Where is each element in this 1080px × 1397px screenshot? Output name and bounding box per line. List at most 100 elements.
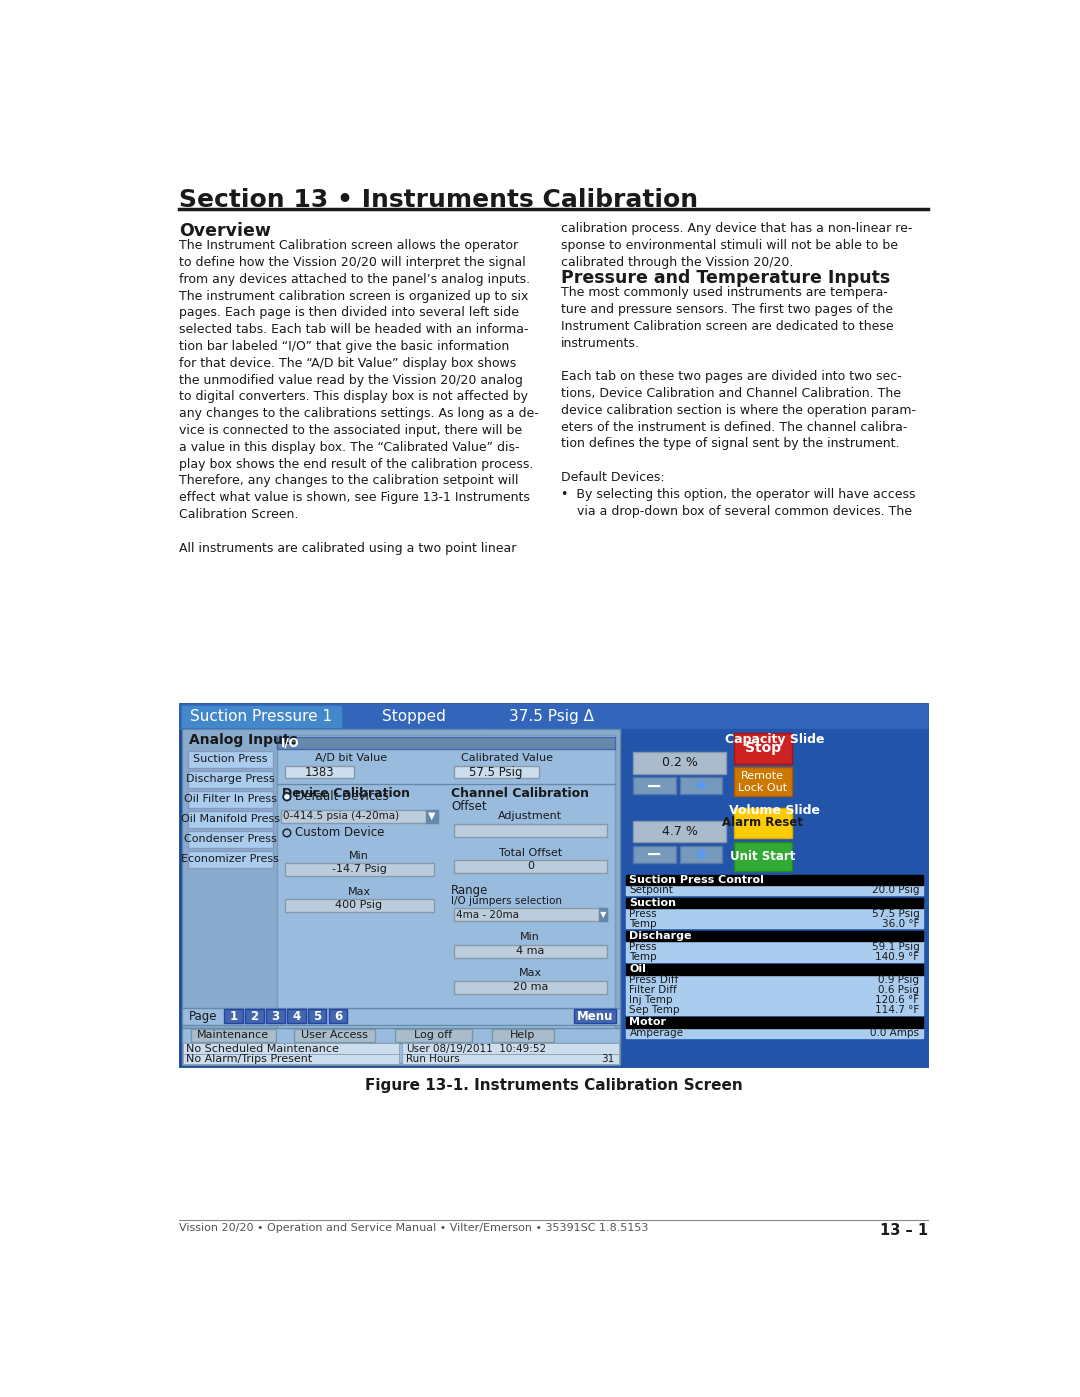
Bar bbox=[679, 778, 723, 795]
Text: Press: Press bbox=[630, 942, 657, 951]
Bar bbox=[625, 930, 923, 942]
Bar bbox=[266, 1009, 284, 1023]
Bar bbox=[573, 1009, 617, 1023]
Bar bbox=[276, 735, 615, 1063]
Text: Suction: Suction bbox=[630, 898, 676, 908]
Bar bbox=[454, 981, 607, 993]
Text: Min: Min bbox=[521, 932, 540, 942]
Bar bbox=[491, 1030, 554, 1042]
Text: Filter Diff: Filter Diff bbox=[630, 985, 677, 995]
Text: Channel Calibration: Channel Calibration bbox=[451, 787, 590, 799]
Text: ▼: ▼ bbox=[599, 909, 606, 919]
Bar bbox=[625, 1004, 923, 1014]
Text: Volume Slide: Volume Slide bbox=[729, 803, 820, 817]
Text: No Scheduled Maintenance: No Scheduled Maintenance bbox=[186, 1044, 339, 1053]
Bar bbox=[487, 705, 616, 728]
Bar bbox=[454, 824, 607, 837]
Bar bbox=[625, 1017, 923, 1028]
Text: Stop: Stop bbox=[745, 742, 781, 756]
Text: Maintenance: Maintenance bbox=[198, 1031, 270, 1041]
Bar bbox=[346, 705, 482, 728]
Text: Press Diff: Press Diff bbox=[630, 975, 679, 985]
Text: Stopped: Stopped bbox=[382, 710, 446, 724]
Text: Oil Manifold Press: Oil Manifold Press bbox=[180, 814, 280, 824]
Text: -14.7 Psig: -14.7 Psig bbox=[332, 865, 387, 875]
Bar bbox=[625, 1028, 923, 1038]
Text: Total Offset: Total Offset bbox=[499, 848, 562, 858]
Text: 400 Psig: 400 Psig bbox=[336, 900, 382, 911]
Bar bbox=[625, 951, 923, 961]
Bar bbox=[734, 807, 793, 838]
Bar bbox=[191, 1030, 276, 1042]
Text: User: User bbox=[406, 1044, 430, 1053]
Text: Capacity Slide: Capacity Slide bbox=[725, 733, 824, 746]
Text: Run Hours: Run Hours bbox=[406, 1055, 460, 1065]
Text: 2: 2 bbox=[251, 1010, 258, 1023]
Text: 57.5 Psig: 57.5 Psig bbox=[470, 766, 523, 778]
Text: No Alarm/Trips Present: No Alarm/Trips Present bbox=[186, 1055, 312, 1065]
Bar bbox=[633, 752, 727, 774]
Bar bbox=[454, 861, 607, 873]
Text: +: + bbox=[692, 777, 708, 795]
Text: The most commonly used instruments are tempera-
ture and pressure sensors. The f: The most commonly used instruments are t… bbox=[562, 286, 916, 518]
Text: 6: 6 bbox=[334, 1010, 342, 1023]
Bar bbox=[734, 733, 793, 764]
Text: −: − bbox=[646, 777, 662, 795]
Text: The Instrument Calibration screen allows the operator
to define how the Vission : The Instrument Calibration screen allows… bbox=[179, 239, 539, 555]
Bar bbox=[454, 944, 607, 958]
Circle shape bbox=[283, 828, 291, 837]
Bar bbox=[188, 831, 273, 848]
Text: Vission 20/20 • Operation and Service Manual • Vilter/Emerson • 35391SC 1.8.5153: Vission 20/20 • Operation and Service Ma… bbox=[179, 1224, 649, 1234]
Text: 13 – 1: 13 – 1 bbox=[880, 1224, 928, 1238]
Text: Suction Press Control: Suction Press Control bbox=[630, 875, 765, 884]
Bar bbox=[625, 964, 923, 975]
Text: Calibrated Value: Calibrated Value bbox=[460, 753, 553, 763]
Bar bbox=[633, 778, 676, 795]
Circle shape bbox=[283, 793, 291, 800]
Bar bbox=[633, 847, 676, 863]
Bar bbox=[625, 886, 923, 894]
Text: Oil Filter In Press: Oil Filter In Press bbox=[184, 793, 276, 805]
Bar bbox=[183, 1044, 400, 1053]
Text: Discharge Press: Discharge Press bbox=[186, 774, 274, 784]
Bar bbox=[734, 842, 793, 870]
Bar bbox=[625, 985, 923, 995]
Text: Menu: Menu bbox=[577, 1010, 612, 1023]
Text: Amperage: Amperage bbox=[630, 1028, 684, 1038]
Bar bbox=[328, 1009, 348, 1023]
Text: Pressure and Temperature Inputs: Pressure and Temperature Inputs bbox=[562, 268, 891, 286]
Text: 20 ma: 20 ma bbox=[513, 982, 548, 992]
Bar bbox=[284, 863, 434, 876]
Bar bbox=[454, 908, 607, 922]
Bar bbox=[188, 851, 273, 869]
Text: 120.6 °F: 120.6 °F bbox=[875, 995, 919, 1004]
Bar bbox=[454, 766, 539, 778]
Bar bbox=[625, 918, 923, 929]
Bar bbox=[188, 771, 273, 788]
Text: 4 ma: 4 ma bbox=[516, 946, 544, 956]
Text: 0-414.5 psia (4-20ma): 0-414.5 psia (4-20ma) bbox=[283, 812, 400, 821]
Bar bbox=[284, 900, 434, 912]
Bar bbox=[679, 847, 723, 863]
Text: Temp: Temp bbox=[630, 919, 657, 929]
Text: 31: 31 bbox=[602, 1055, 615, 1065]
Bar bbox=[403, 1044, 619, 1053]
Bar bbox=[276, 736, 615, 749]
Text: Unit Start: Unit Start bbox=[730, 851, 796, 863]
Bar bbox=[599, 908, 607, 922]
Bar bbox=[188, 750, 273, 768]
Text: Section 13 • Instruments Calibration: Section 13 • Instruments Calibration bbox=[179, 189, 699, 212]
Bar bbox=[284, 766, 354, 778]
Text: 4: 4 bbox=[292, 1010, 300, 1023]
Text: A/D bit Value: A/D bit Value bbox=[315, 753, 388, 763]
Text: Range: Range bbox=[451, 884, 488, 897]
Text: Log off: Log off bbox=[415, 1031, 453, 1041]
Text: Condenser Press: Condenser Press bbox=[184, 834, 276, 844]
Text: Default Devices: Default Devices bbox=[295, 791, 389, 803]
Text: Press: Press bbox=[630, 909, 657, 919]
Text: Custom Device: Custom Device bbox=[295, 827, 384, 840]
Text: Overview: Overview bbox=[179, 222, 271, 240]
Bar bbox=[180, 704, 927, 1066]
Text: I/O: I/O bbox=[281, 736, 299, 749]
Text: Max: Max bbox=[518, 968, 542, 978]
